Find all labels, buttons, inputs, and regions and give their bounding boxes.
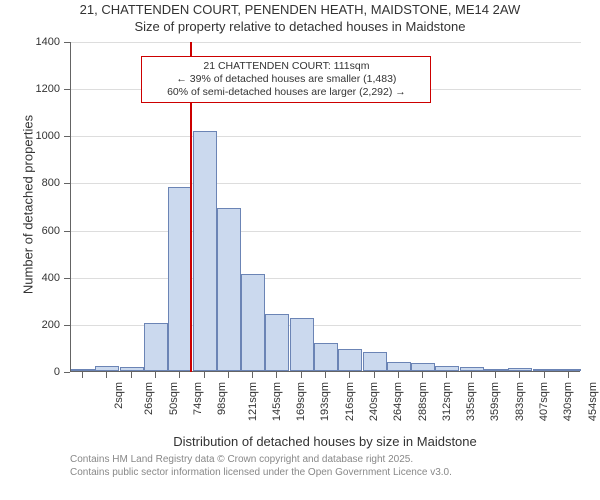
callout-line-1: 21 CHATTENDEN COURT: 111sqm [148,60,424,73]
x-tick-label: 430sqm [562,382,574,421]
x-tick [519,372,520,378]
x-tick-label: 240sqm [368,382,380,421]
x-tick-label: 50sqm [168,382,180,415]
callout-line-3: 60% of semi-detached houses are larger (… [148,86,424,99]
x-tick [179,372,180,378]
x-tick-label: 121sqm [247,382,259,421]
x-tick-label: 383sqm [514,382,526,421]
histogram-bar [314,343,338,371]
x-tick-label: 335sqm [465,382,477,421]
histogram-bar [193,131,217,371]
y-tick-label: 1000 [0,130,60,142]
grid-line [71,231,581,232]
x-tick [374,372,375,378]
histogram-bar [217,208,241,371]
y-tick [64,325,70,326]
x-tick-label: 193sqm [320,382,332,421]
histogram-bar [168,187,192,371]
x-tick [398,372,399,378]
histogram-bar [71,369,95,371]
chart-title: 21, CHATTENDEN COURT, PENENDEN HEATH, MA… [0,2,600,36]
callout-line-2: ← 39% of detached houses are smaller (1,… [148,73,424,86]
grid-line [71,42,581,43]
y-tick-label: 200 [0,319,60,331]
histogram-bar [363,352,387,371]
x-tick [276,372,277,378]
x-tick-label: 216sqm [344,382,356,421]
y-tick-label: 1200 [0,83,60,95]
y-tick [64,231,70,232]
histogram-bar [557,369,581,371]
x-tick-label: 454sqm [587,382,599,421]
histogram-bar [533,369,557,371]
x-tick-label: 288sqm [417,382,429,421]
x-tick [155,372,156,378]
histogram-bar [241,274,265,371]
x-tick [568,372,569,378]
y-tick [64,136,70,137]
x-tick-label: 407sqm [538,382,550,421]
histogram-bar [435,366,459,371]
marker-callout: 21 CHATTENDEN COURT: 111sqm ← 39% of det… [141,56,431,103]
y-tick-label: 0 [0,366,60,378]
title-line-1: 21, CHATTENDEN COURT, PENENDEN HEATH, MA… [0,2,600,19]
x-tick-label: 98sqm [216,382,228,415]
histogram-bar [338,349,362,371]
chart-container: 21, CHATTENDEN COURT, PENENDEN HEATH, MA… [0,0,600,500]
grid-line [71,136,581,137]
x-tick [301,372,302,378]
grid-line [71,278,581,279]
x-tick [544,372,545,378]
attribution-line-2: Contains public sector information licen… [70,467,580,480]
x-tick-label: 312sqm [441,382,453,421]
y-tick [64,183,70,184]
x-tick [495,372,496,378]
histogram-bar [95,366,119,371]
histogram-bar [265,314,289,371]
y-tick [64,89,70,90]
x-tick [446,372,447,378]
title-line-2: Size of property relative to detached ho… [0,19,600,36]
histogram-bar [144,323,168,371]
x-tick [204,372,205,378]
x-tick-label: 26sqm [143,382,155,415]
x-tick-label: 145sqm [271,382,283,421]
y-tick-label: 800 [0,177,60,189]
x-tick-label: 264sqm [392,382,404,421]
y-tick-label: 1400 [0,36,60,48]
histogram-bar [460,367,484,371]
y-tick-label: 600 [0,225,60,237]
x-tick [82,372,83,378]
y-tick [64,278,70,279]
x-tick-label: 2sqm [113,382,125,409]
x-tick [106,372,107,378]
x-tick-label: 359sqm [490,382,502,421]
y-tick [64,42,70,43]
x-tick [349,372,350,378]
x-tick [325,372,326,378]
x-axis-label: Distribution of detached houses by size … [70,434,580,449]
x-tick [422,372,423,378]
histogram-bar [484,369,508,371]
x-tick [228,372,229,378]
histogram-bar [290,318,314,371]
attribution-line-1: Contains HM Land Registry data © Crown c… [70,454,580,467]
attribution: Contains HM Land Registry data © Crown c… [70,454,580,479]
x-tick-label: 74sqm [192,382,204,415]
histogram-bar [411,363,435,371]
x-tick [471,372,472,378]
histogram-bar [508,368,532,371]
x-tick-label: 169sqm [295,382,307,421]
x-tick [252,372,253,378]
histogram-bar [387,362,411,371]
grid-line [71,183,581,184]
x-tick [131,372,132,378]
y-tick-label: 400 [0,272,60,284]
histogram-bar [120,367,144,371]
y-tick [64,372,70,373]
